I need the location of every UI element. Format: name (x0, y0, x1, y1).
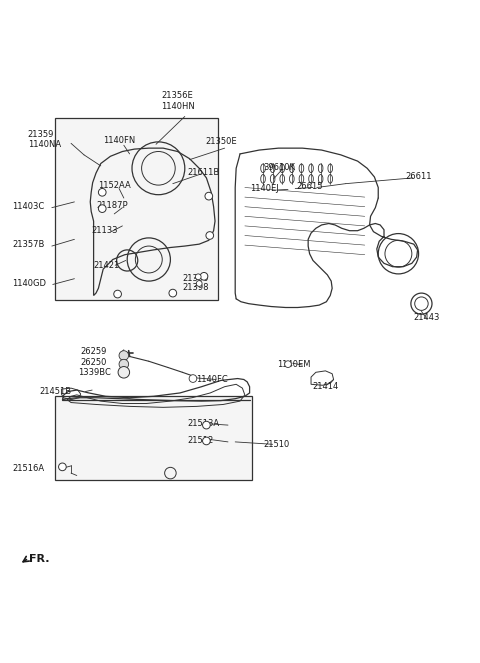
Text: 1140GD: 1140GD (12, 279, 46, 288)
Text: FR.: FR. (29, 554, 49, 564)
Text: 21390: 21390 (182, 274, 209, 283)
Text: 21451B: 21451B (39, 387, 72, 396)
Text: 21356E
1140HN: 21356E 1140HN (161, 91, 194, 111)
FancyBboxPatch shape (55, 396, 252, 480)
Circle shape (98, 205, 106, 212)
Circle shape (98, 188, 106, 196)
Circle shape (196, 280, 202, 286)
Text: 26611: 26611 (406, 172, 432, 182)
Circle shape (119, 359, 129, 369)
Text: 21421: 21421 (94, 261, 120, 270)
Circle shape (189, 375, 197, 383)
Circle shape (205, 192, 213, 200)
Circle shape (195, 274, 201, 280)
Text: 26615: 26615 (297, 182, 323, 191)
Circle shape (114, 290, 121, 298)
Text: 1140EJ: 1140EJ (250, 184, 278, 193)
Text: 21443: 21443 (414, 312, 440, 322)
Text: 21359
1140NA: 21359 1140NA (28, 130, 61, 149)
Text: 21513A: 21513A (187, 419, 219, 428)
Circle shape (285, 361, 291, 367)
Text: 21133: 21133 (91, 226, 118, 235)
Text: 11403C: 11403C (12, 202, 44, 211)
Text: 21611B: 21611B (187, 168, 219, 176)
Text: 26259: 26259 (81, 347, 107, 356)
Text: 39610K: 39610K (263, 163, 295, 172)
Text: 21516A: 21516A (12, 464, 44, 473)
Circle shape (203, 437, 210, 445)
Text: 1339BC: 1339BC (78, 368, 110, 377)
Text: 26250: 26250 (81, 358, 107, 367)
Circle shape (200, 272, 208, 280)
Text: 1140FC: 1140FC (196, 375, 228, 384)
Circle shape (169, 289, 177, 297)
Circle shape (119, 351, 129, 360)
Text: 21510: 21510 (263, 440, 289, 449)
Text: 1140EM: 1140EM (277, 359, 311, 369)
Text: 21350E: 21350E (205, 137, 237, 147)
Text: 1140FN: 1140FN (103, 136, 135, 145)
Text: 21187P: 21187P (96, 202, 128, 210)
Text: 21357B: 21357B (12, 239, 44, 249)
Text: 21398: 21398 (182, 283, 209, 292)
Text: 1152AA: 1152AA (98, 180, 131, 190)
Circle shape (206, 231, 214, 239)
Circle shape (203, 421, 210, 429)
FancyBboxPatch shape (55, 118, 218, 300)
Circle shape (118, 367, 130, 378)
Text: 21512: 21512 (187, 436, 214, 446)
Text: 21414: 21414 (312, 382, 338, 391)
Circle shape (59, 463, 66, 471)
